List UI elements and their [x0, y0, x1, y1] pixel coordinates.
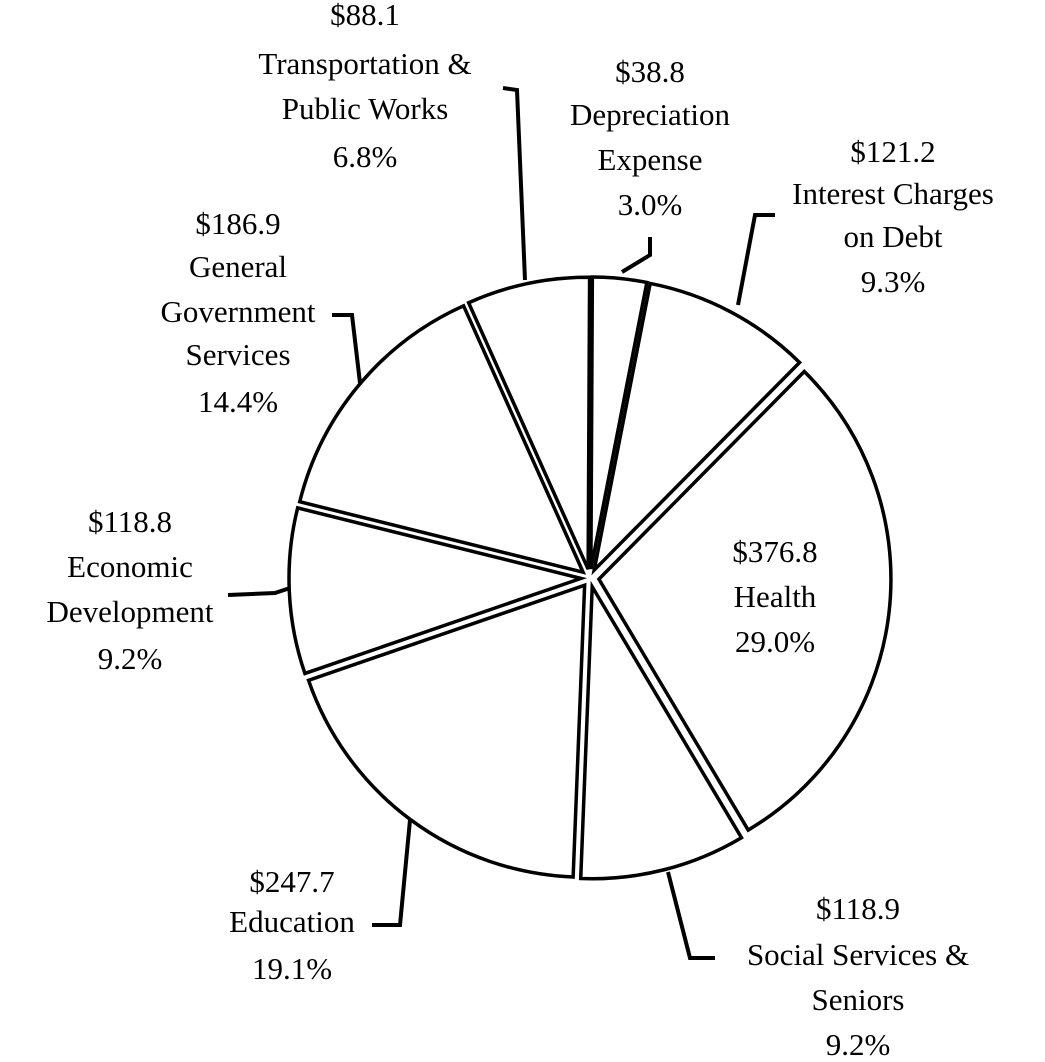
- category-label: Transportation &: [258, 46, 471, 81]
- leader-lines: [227, 86, 775, 960]
- percent-label: 14.4%: [198, 384, 278, 419]
- pie-slice: [591, 281, 803, 576]
- leader-line: [227, 586, 291, 597]
- category-label: General: [189, 249, 287, 284]
- leader-line: [332, 313, 362, 384]
- value-label: $186.9: [195, 206, 280, 241]
- value-label: $247.7: [249, 864, 334, 899]
- category-label: on Debt: [843, 219, 942, 254]
- category-label: Social Services &: [747, 937, 969, 972]
- leader-line: [666, 871, 715, 960]
- pie-slice: [287, 505, 588, 676]
- category-label: Government: [161, 294, 316, 329]
- percent-label: 19.1%: [252, 951, 332, 986]
- pie-slice: [466, 275, 592, 570]
- pie-slice: [589, 275, 649, 570]
- category-label: Public Works: [282, 91, 449, 126]
- leader-line: [502, 86, 527, 281]
- category-label: Depreciation: [570, 97, 731, 132]
- leader-line: [372, 819, 412, 927]
- percent-label: 6.8%: [333, 139, 398, 174]
- value-label: $38.8: [615, 54, 685, 89]
- pie-slice: [578, 580, 744, 881]
- value-label: $118.8: [88, 504, 172, 539]
- category-label: Economic: [67, 549, 193, 584]
- pie-slice: [306, 582, 587, 879]
- percent-label: 9.3%: [861, 264, 926, 299]
- category-label: Interest Charges: [792, 176, 994, 211]
- percent-label: 9.2%: [826, 1027, 891, 1062]
- leader-line: [620, 237, 652, 274]
- category-label: Development: [46, 594, 213, 629]
- category-label: Services: [185, 337, 290, 372]
- percent-label: 9.2%: [98, 641, 163, 676]
- category-label: Seniors: [812, 982, 905, 1017]
- value-label: $118.9: [816, 891, 900, 926]
- pie-slice: [596, 369, 893, 833]
- percent-label: 3.0%: [618, 187, 683, 222]
- value-label: $376.8: [732, 534, 817, 569]
- percent-label: 29.0%: [735, 624, 815, 659]
- leader-line: [736, 213, 775, 306]
- value-label: $88.1: [330, 0, 400, 32]
- category-label: Education: [229, 904, 355, 939]
- category-label: Health: [734, 579, 817, 614]
- value-label: $121.2: [850, 134, 935, 169]
- pie-slice: [297, 303, 587, 575]
- category-label: Expense: [597, 142, 702, 177]
